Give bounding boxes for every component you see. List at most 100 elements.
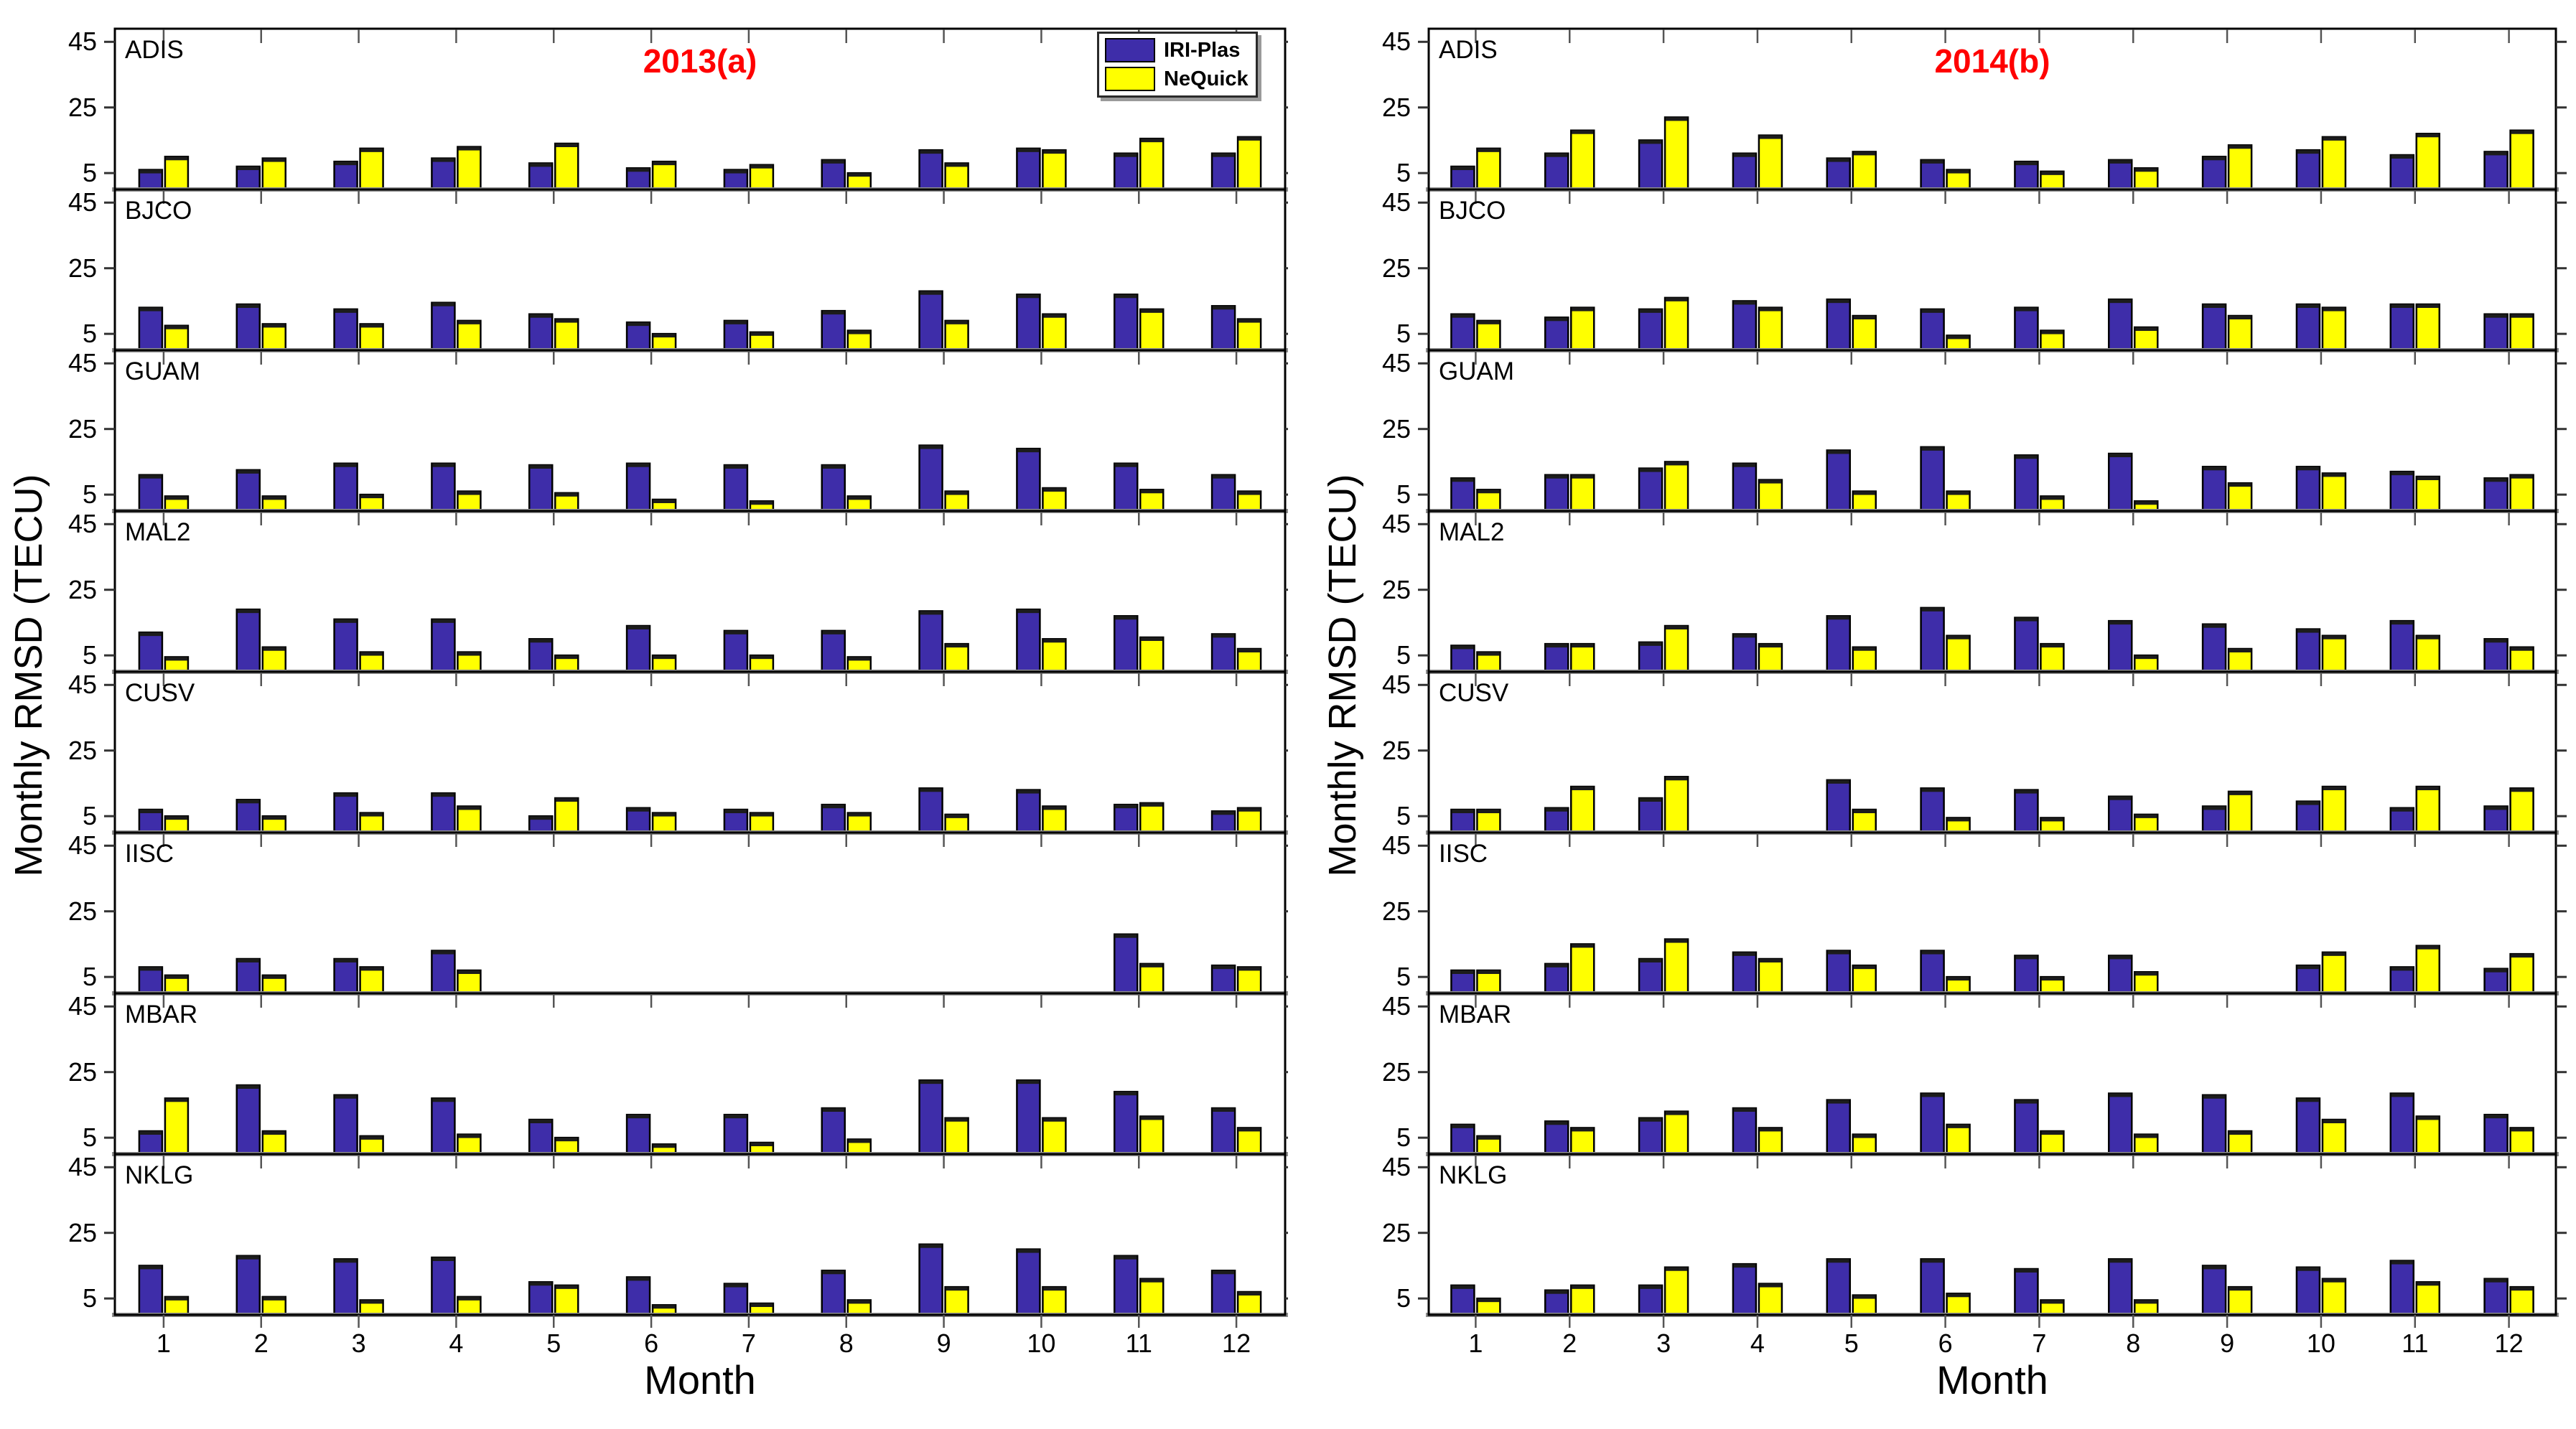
x-tick-label: 9 [2220, 1329, 2235, 1358]
y-tick-label: 5 [1396, 1123, 1411, 1153]
chart-title-2014: 2014(b) [1934, 42, 2050, 80]
y-tick-label: 45 [1381, 348, 1411, 378]
y-tick-label: 5 [82, 1123, 97, 1153]
y-tick-label: 5 [1396, 319, 1411, 349]
x-tick-label: 4 [1750, 1329, 1765, 1358]
y-tick-label: 5 [1396, 1283, 1411, 1313]
x-tick-label: 5 [546, 1329, 561, 1358]
x-tick-label: 3 [351, 1329, 366, 1358]
x-tick-label: 5 [1844, 1329, 1859, 1358]
station-label-cusv: CUSV [1439, 679, 1509, 707]
station-label-guam: GUAM [125, 357, 200, 385]
x-tick-label: 12 [2494, 1329, 2524, 1358]
legend-item-nequick: NeQuick [1105, 67, 1249, 91]
y-tick-label: 25 [67, 574, 97, 604]
station-label-adis: ADIS [1439, 36, 1498, 64]
x-tick-label: 3 [1656, 1329, 1671, 1358]
y-tick-label: 5 [1396, 801, 1411, 831]
y-tick-label: 5 [1396, 479, 1411, 510]
x-tick-label: 1 [1468, 1329, 1483, 1358]
y-tick-label: 45 [67, 670, 97, 700]
y-tick-label: 25 [1381, 896, 1411, 926]
x-tick-label: 1 [156, 1329, 171, 1358]
y-tick-label: 5 [82, 479, 97, 510]
chart-canvas-2014 [1418, 27, 2567, 1328]
legend-swatch-iri-plas [1105, 38, 1155, 62]
x-tick-label: 11 [1125, 1329, 1152, 1358]
y-tick-label: 45 [1381, 1152, 1411, 1182]
y-tick-label: 25 [67, 1217, 97, 1247]
x-tick-label: 10 [2306, 1329, 2335, 1358]
y-tick-label: 25 [67, 253, 97, 283]
chart-title-2013: 2013(a) [643, 42, 757, 80]
x-tick-label: 10 [1027, 1329, 1056, 1358]
x-tick-label: 6 [644, 1329, 659, 1358]
x-axis-label: Month [1936, 1357, 2048, 1402]
station-label-iisc: IISC [1439, 840, 1488, 868]
y-tick-label: 5 [1396, 158, 1411, 188]
y-tick-label: 45 [67, 830, 97, 861]
y-tick-label: 45 [67, 348, 97, 378]
y-tick-label: 45 [67, 27, 97, 57]
y-tick-label: 25 [1381, 735, 1411, 765]
x-tick-label: 6 [1938, 1329, 1953, 1358]
x-tick-label: 7 [2032, 1329, 2047, 1358]
station-label-cusv: CUSV [125, 679, 195, 707]
y-tick-label: 25 [1381, 92, 1411, 122]
y-tick-label: 45 [1381, 509, 1411, 539]
y-tick-label: 45 [1381, 830, 1411, 861]
y-tick-label: 5 [1396, 640, 1411, 670]
station-label-bjco: BJCO [1439, 197, 1506, 225]
legend-label-iri-plas: IRI-Plas [1164, 38, 1241, 62]
x-tick-label: 7 [741, 1329, 756, 1358]
y-tick-label: 45 [67, 187, 97, 217]
x-tick-label: 9 [936, 1329, 951, 1358]
y-tick-label: 45 [67, 509, 97, 539]
x-axis-label: Month [644, 1357, 756, 1402]
x-tick-label: 8 [2126, 1329, 2141, 1358]
y-tick-label: 5 [82, 962, 97, 992]
y-tick-label: 25 [1381, 413, 1411, 444]
y-tick-label: 25 [1381, 1056, 1411, 1087]
station-label-nklg: NKLG [125, 1161, 194, 1189]
y-tick-label: 25 [67, 1056, 97, 1087]
x-tick-label: 2 [253, 1329, 269, 1358]
x-tick-label: 11 [2402, 1329, 2429, 1358]
y-tick-label: 45 [1381, 187, 1411, 217]
x-tick-label: 12 [1222, 1329, 1251, 1358]
station-label-bjco: BJCO [125, 197, 192, 225]
station-label-mal2: MAL2 [125, 518, 191, 546]
y-tick-label: 45 [67, 1152, 97, 1182]
chart-canvas-2013 [104, 27, 1288, 1328]
station-label-mbar: MBAR [1439, 1001, 1512, 1029]
y-tick-label: 5 [82, 1283, 97, 1313]
y-tick-label: 45 [1381, 991, 1411, 1021]
x-tick-label: 4 [449, 1329, 464, 1358]
chart-2014: Monthly RMSD (TECU) 2014(b) Month 5 25 45 A… [1288, 0, 2576, 1429]
y-tick-label: 25 [1381, 253, 1411, 283]
y-tick-label: 25 [67, 92, 97, 122]
station-label-mbar: MBAR [125, 1001, 198, 1029]
station-label-iisc: IISC [125, 840, 174, 868]
station-label-adis: ADIS [125, 36, 184, 64]
y-tick-label: 25 [67, 896, 97, 926]
legend-item-iri-plas: IRI-Plas [1105, 38, 1249, 62]
y-tick-label: 5 [82, 640, 97, 670]
x-tick-label: 2 [1562, 1329, 1577, 1358]
y-tick-label: 25 [67, 413, 97, 444]
station-label-guam: GUAM [1439, 357, 1514, 385]
y-tick-label: 45 [67, 991, 97, 1021]
y-tick-label: 5 [82, 158, 97, 188]
x-tick-label: 8 [839, 1329, 854, 1358]
y-tick-label: 45 [1381, 670, 1411, 700]
station-label-nklg: NKLG [1439, 1161, 1508, 1189]
legend-label-nequick: NeQuick [1164, 67, 1249, 90]
legend: IRI-Plas NeQuick [1097, 32, 1258, 98]
station-label-mal2: MAL2 [1439, 518, 1505, 546]
y-tick-label: 5 [1396, 962, 1411, 992]
y-tick-label: 45 [1381, 27, 1411, 57]
y-tick-label: 25 [1381, 574, 1411, 604]
y-tick-label: 5 [82, 801, 97, 831]
chart-2013: Monthly RMSD (TECU) 2013(a) Month IRI-Pl… [7, 27, 1288, 1402]
